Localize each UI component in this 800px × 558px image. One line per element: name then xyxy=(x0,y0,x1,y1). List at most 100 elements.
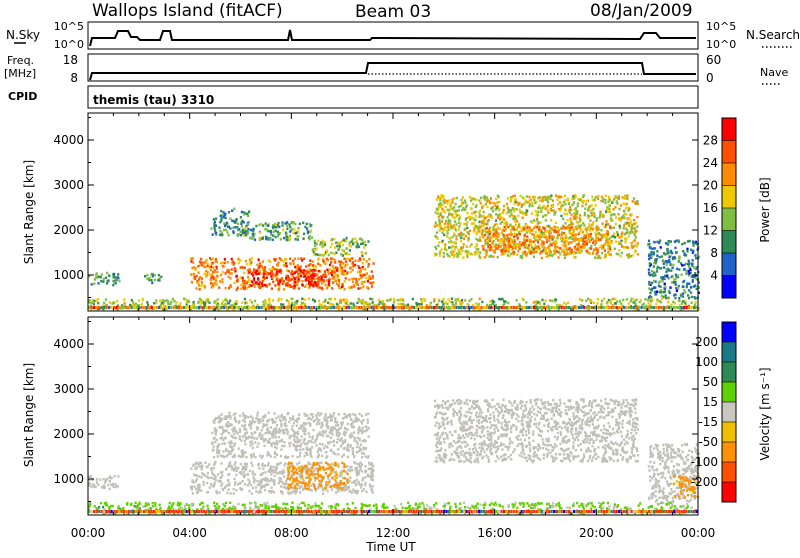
velocity-cell xyxy=(335,481,337,484)
ground-band-cell xyxy=(661,306,663,309)
power-cell xyxy=(304,275,306,278)
power-cell xyxy=(185,301,187,304)
velocity-cell xyxy=(327,490,329,493)
ground-band-cell xyxy=(386,306,388,309)
power-cell xyxy=(443,298,445,301)
power-cell xyxy=(607,241,609,244)
power-cell xyxy=(672,258,674,261)
power-cell xyxy=(469,196,471,199)
power-cell xyxy=(683,268,685,271)
power-cell xyxy=(299,223,301,226)
power-cell xyxy=(235,303,237,306)
ground-band-cell xyxy=(533,306,535,309)
power-cell xyxy=(294,285,296,288)
power-cell xyxy=(488,219,490,222)
power-cell xyxy=(324,262,326,265)
velocity-cell xyxy=(371,464,373,467)
velocity-cell xyxy=(287,492,289,495)
velocity-cell xyxy=(249,470,251,473)
power-cell xyxy=(568,227,570,230)
power-cell xyxy=(654,291,656,294)
power-cell xyxy=(562,249,564,252)
power-cell xyxy=(231,272,233,275)
power-cell xyxy=(694,267,696,270)
power-cell xyxy=(440,227,442,230)
ground-band-cell xyxy=(98,306,100,309)
power-cell xyxy=(453,232,455,235)
ground-band-cell xyxy=(678,306,680,309)
power-cell xyxy=(564,257,566,260)
ground-band-cell xyxy=(293,306,295,309)
power-cell xyxy=(224,213,226,216)
velocity-cell xyxy=(306,473,308,476)
power-cell xyxy=(245,230,247,233)
power-cell xyxy=(630,220,632,223)
power-cell xyxy=(267,224,269,227)
velocity-cell xyxy=(296,472,298,475)
power-cell xyxy=(328,280,330,283)
ground-band-cell xyxy=(273,306,275,309)
power-cell xyxy=(631,223,633,226)
power-cell xyxy=(659,267,661,270)
velocity-cell xyxy=(103,478,105,481)
power-cell xyxy=(484,195,486,198)
power-cell xyxy=(294,266,296,269)
ground-band-cell xyxy=(383,306,385,309)
power-cell xyxy=(344,280,346,283)
power-cell xyxy=(666,298,668,301)
power-cell xyxy=(369,303,371,306)
velocity-cell xyxy=(365,470,367,473)
power-cell xyxy=(563,212,565,215)
power-cell xyxy=(106,272,108,275)
ground-band-cell xyxy=(328,306,330,309)
power-cell xyxy=(438,219,440,222)
power-cell xyxy=(304,298,306,301)
ground-band-cell xyxy=(301,306,303,309)
power-cell xyxy=(281,224,283,227)
power-cell xyxy=(443,255,445,258)
ground-band-cell xyxy=(363,306,365,309)
velocity-cell xyxy=(361,470,363,473)
power-cell xyxy=(467,216,469,219)
power-cell xyxy=(595,248,597,251)
power-cell xyxy=(303,233,305,236)
power-cell xyxy=(484,239,486,242)
power-cell xyxy=(235,300,237,303)
power-cell xyxy=(479,221,481,224)
power-cell xyxy=(530,244,532,247)
velocity-cell xyxy=(227,473,229,476)
power-cell xyxy=(212,257,214,260)
ground-band-cell xyxy=(348,306,350,309)
nsky-trace xyxy=(90,30,696,46)
power-cell xyxy=(310,275,312,278)
power-cell xyxy=(688,289,690,292)
power-cell xyxy=(309,238,311,241)
ground-band-cell xyxy=(103,306,105,309)
ground-band-cell xyxy=(218,306,220,309)
ground-band-cell xyxy=(556,306,558,309)
power-cell xyxy=(259,231,261,234)
power-cell xyxy=(312,249,314,252)
velocity-cell xyxy=(248,490,250,493)
velocity-cell xyxy=(299,491,301,494)
velocity-cell xyxy=(112,483,114,486)
power-cell xyxy=(447,216,449,219)
power-cell xyxy=(294,223,296,226)
velocity-cell xyxy=(369,484,371,487)
power-cell xyxy=(611,242,613,245)
power-cell xyxy=(225,287,227,290)
power-cell xyxy=(218,226,220,229)
ground-band-cell xyxy=(226,306,228,309)
power-cell xyxy=(366,272,368,275)
ground-band-cell xyxy=(531,306,533,309)
power-cell xyxy=(481,206,483,209)
power-cell xyxy=(462,196,464,199)
power-cell xyxy=(569,206,571,209)
power-cell xyxy=(557,203,559,206)
power-cell xyxy=(673,279,675,282)
power-cell xyxy=(648,268,650,271)
power-cell xyxy=(252,233,254,236)
power-cell xyxy=(358,246,360,249)
power-cell xyxy=(525,200,527,203)
power-cell xyxy=(291,286,293,289)
